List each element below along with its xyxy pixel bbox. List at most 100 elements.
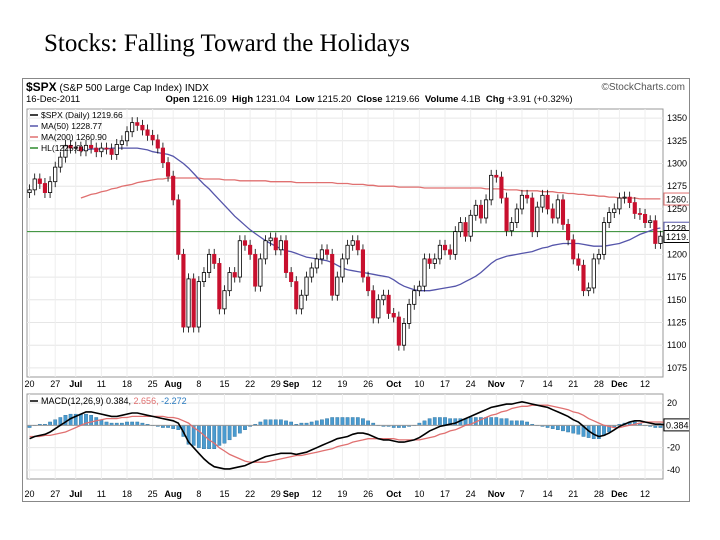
volume-caption: Volume (424, 94, 459, 105)
candle-body (304, 276, 309, 296)
candle-body (237, 240, 242, 278)
candle-body (73, 146, 78, 149)
macd-x-tick-label: Nov (488, 489, 505, 499)
candle-body (396, 316, 401, 346)
price-y-tick-label: 1100 (667, 340, 686, 350)
price-x-tick-label: 18 (122, 379, 132, 389)
candle-body (104, 147, 109, 150)
candle-body (432, 258, 437, 264)
price-y-tick-label: 1125 (667, 317, 686, 327)
candle-body (448, 249, 453, 255)
candle-body (186, 278, 191, 328)
candle-body (350, 240, 355, 246)
candle-body (319, 249, 324, 260)
macd-histogram-bar (135, 421, 140, 426)
macd-histogram-bar (350, 417, 355, 426)
price-y-tick-label: 1200 (667, 249, 687, 259)
macd-histogram-bar (289, 421, 294, 426)
close-value: 1219.66 (385, 94, 420, 105)
macd-histogram-bar (525, 421, 529, 426)
candle-body (566, 223, 571, 241)
macd-histogram-bar (489, 417, 494, 426)
price-x-tick-label: Jul (69, 379, 82, 389)
candle-body (627, 196, 632, 203)
macd-x-tick-label: 22 (245, 489, 255, 499)
candle-body (617, 197, 622, 210)
candle-body (83, 144, 89, 152)
candle-body (581, 264, 586, 292)
price-y-tick-label: 1175 (667, 272, 686, 282)
candle-body (119, 140, 124, 145)
candle-body (212, 253, 217, 264)
candle-body (263, 240, 268, 260)
candle-body (371, 290, 376, 319)
candle-body (417, 285, 422, 292)
macd-histogram-bar (571, 425, 576, 434)
candle-body (519, 194, 525, 210)
candle-body (109, 148, 114, 155)
candle-body (89, 144, 94, 149)
candle-body (504, 197, 509, 232)
macd-histogram-bar (366, 420, 370, 426)
macd-line (29, 400, 666, 470)
price-x-tick-label: 20 (25, 379, 35, 389)
candle-body (489, 174, 494, 201)
candle-body (32, 178, 37, 191)
candle-body (366, 276, 371, 292)
macd-x-tick-label: 17 (440, 489, 450, 499)
macd-histogram-bar (279, 419, 283, 426)
macd-x-tick-label: 10 (414, 489, 424, 499)
candle-body (612, 208, 617, 213)
price-x-tick-label: Nov (488, 379, 505, 389)
candle-body (427, 258, 432, 264)
candle-body (48, 181, 53, 193)
chg-caption: Chg (485, 94, 505, 105)
candle-body (314, 258, 319, 269)
ma200-line (80, 177, 661, 200)
candle-body (340, 258, 345, 278)
candle-body (324, 249, 330, 255)
candle-body (422, 258, 427, 287)
macd-histogram-bar (494, 417, 499, 426)
price-x-tick-label: 12 (312, 379, 322, 389)
macd-legend-text: MACD(12,26,9) 0.384, 2.656, -2.272 (41, 396, 187, 406)
candle-body (591, 258, 596, 289)
macd-histogram-bar (284, 420, 288, 426)
macd-x-tick-label: 20 (25, 489, 35, 499)
macd-histogram-bar (550, 425, 555, 429)
candle-body (63, 144, 68, 158)
candle-body (227, 272, 232, 292)
candle-body (407, 303, 412, 324)
close-value-tag-box (663, 229, 689, 243)
candle-body (253, 253, 258, 287)
macd-histogram-bar (171, 425, 176, 429)
exchange-label: INDX (184, 83, 209, 94)
candle-body (437, 244, 442, 260)
macd-histogram-bar (53, 419, 58, 426)
candle-body (540, 194, 545, 208)
macd-histogram-bar (232, 425, 237, 437)
ma200-legend-item: MA(200) 1260.90 (41, 132, 107, 142)
candle-body (258, 258, 263, 287)
candle-body (386, 294, 391, 314)
candle-body (165, 162, 171, 177)
macd-histogram-bar (576, 425, 581, 435)
ma50-value-tag: 1228.77 (666, 224, 689, 234)
macd-x-tick-label: 15 (219, 489, 229, 499)
macd-histogram-bar (207, 425, 211, 450)
macd-x-tick-label: 14 (543, 489, 553, 499)
high-value: 1231.04 (255, 94, 291, 105)
macd-histogram-bar (320, 419, 324, 426)
price-x-tick-label: 25 (148, 379, 158, 389)
candle-body (150, 134, 155, 141)
price-y-tick-label: 1250 (667, 204, 687, 214)
price-x-tick-label: Sep (283, 379, 300, 389)
open-value: 1216.09 (192, 94, 227, 105)
candle-body (632, 202, 637, 214)
candle-body (294, 281, 299, 310)
price-x-tick-label: 19 (337, 379, 347, 389)
price-x-tick-label: 14 (543, 379, 553, 389)
chg-value: +3.91 (+0.32%) (507, 94, 573, 105)
price-x-tick-label: 10 (414, 379, 424, 389)
price-y-tick-label: 1075 (667, 363, 687, 373)
